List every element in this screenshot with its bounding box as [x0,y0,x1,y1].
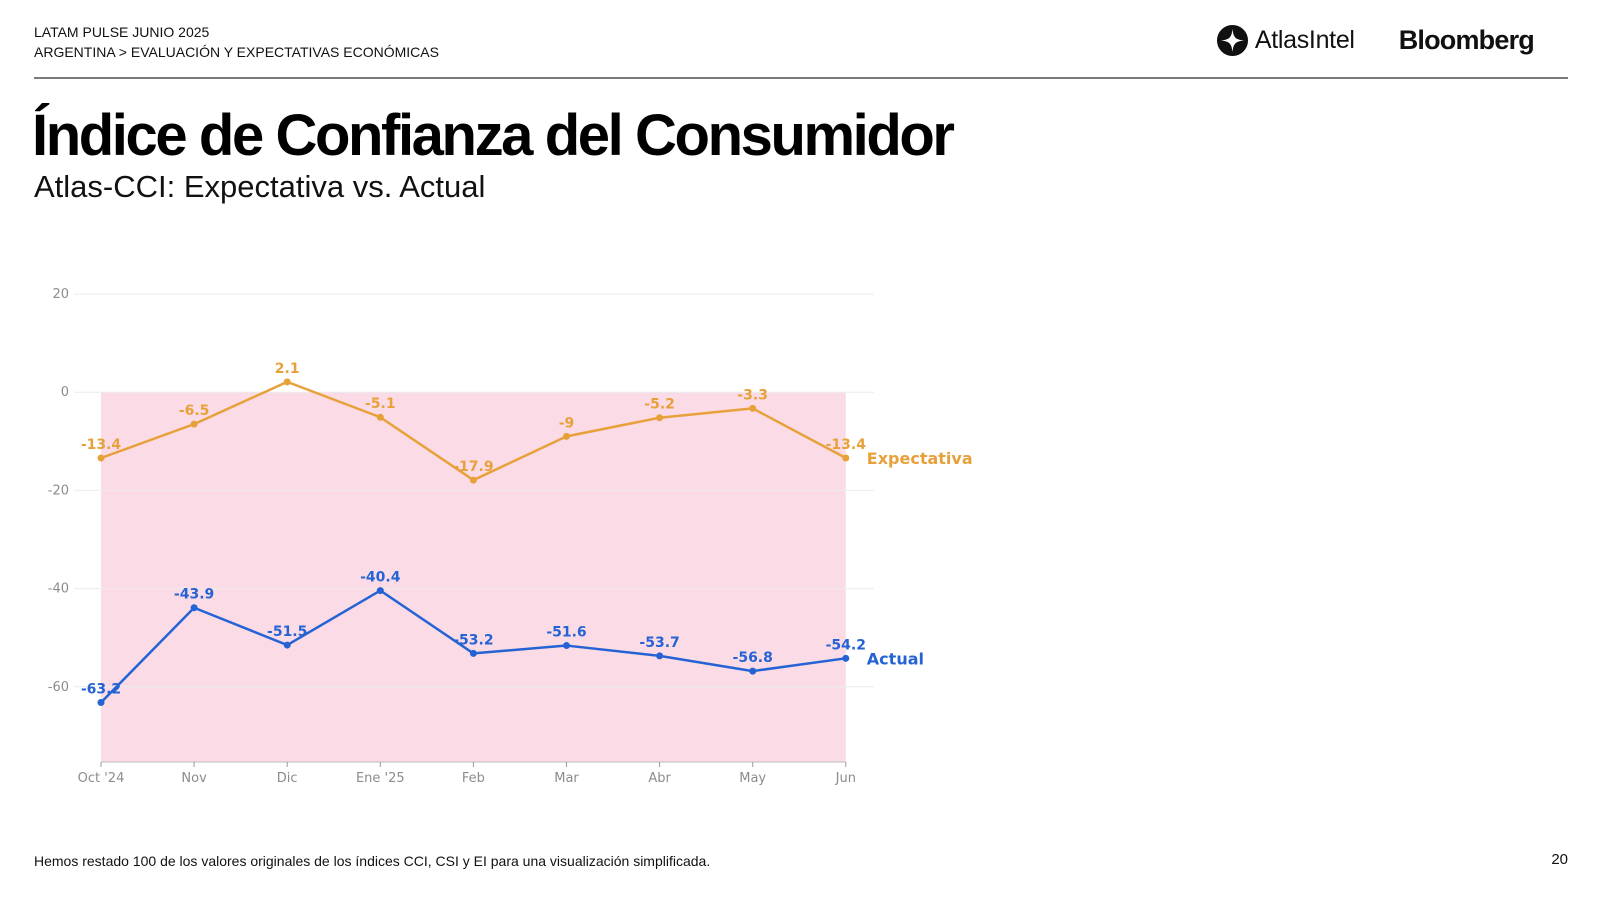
data-point [563,432,570,440]
header-breadcrumb: ARGENTINA > EVALUACIÓN Y EXPECTATIVAS EC… [34,44,439,60]
y-tick-label: 0 [61,385,69,400]
header-divider [34,77,1568,79]
data-point [563,642,570,650]
data-label: -43.9 [174,587,214,603]
y-tick-label: -60 [48,680,69,695]
data-label: -13.4 [81,437,122,453]
data-point [469,649,477,657]
data-label: -53.2 [453,632,493,648]
x-tick-label: Feb [462,771,485,786]
y-tick-label: -20 [48,483,69,498]
data-label: -51.6 [546,625,586,641]
x-tick-label: Abr [648,771,671,786]
data-point [190,420,198,428]
data-point [749,404,757,412]
data-label: -9 [559,415,575,431]
data-label: -40.4 [360,570,401,586]
data-point [842,654,850,662]
data-label: -53.7 [639,635,679,651]
x-tick-label: Mar [554,771,579,786]
atlasintel-logo: AtlasIntel [1216,24,1355,57]
data-label: -63.2 [81,682,121,698]
x-tick-label: Jun [835,771,856,786]
series-label-expectativa: Expectativa [867,449,973,468]
data-label: -5.2 [644,397,675,413]
page-number: 20 [1551,851,1568,868]
footnote: Hemos restado 100 de los valores origina… [34,853,711,869]
data-point [283,641,291,649]
data-point [749,667,757,675]
header-line-1: LATAM PULSE JUNIO 2025 [34,24,210,40]
data-label: -13.4 [826,437,867,453]
y-tick-label: 20 [52,287,69,302]
logos: AtlasIntel Bloomberg [1216,24,1535,57]
data-point [376,587,384,595]
data-point [97,454,105,462]
data-point [376,413,384,421]
data-label: -51.5 [267,624,307,640]
data-point [190,604,198,612]
y-tick-label: -40 [48,582,69,597]
page-subtitle: Atlas-CCI: Expectativa vs. Actual [34,169,486,204]
atlasintel-mark-icon [1216,24,1248,56]
header: LATAM PULSE JUNIO 2025 ARGENTINA > EVALU… [34,22,439,62]
data-point [842,454,850,462]
x-tick-label: Nov [181,771,207,786]
data-point [97,699,105,707]
page-title: Índice de Confianza del Consumidor [32,103,955,168]
data-label: -54.2 [826,637,866,653]
data-point [656,414,664,422]
data-label: -56.8 [733,650,773,666]
data-label: 2.1 [275,361,300,377]
atlasintel-logo-text: AtlasIntel [1254,25,1355,54]
data-point [469,476,477,484]
data-point [283,378,291,386]
x-tick-label: May [739,771,766,786]
data-label: -6.5 [179,403,210,419]
x-tick-label: Oct '24 [78,771,125,786]
data-label: -5.1 [365,396,396,412]
bloomberg-logo: Bloomberg [1398,24,1535,55]
shaded-region [101,392,846,762]
data-label: -17.9 [453,459,493,475]
data-point [656,652,664,660]
x-tick-label: Ene '25 [356,771,405,786]
line-chart: 20 0 -20 -40 -60 Oct '24 Nov Dic Ene '25 Feb Mar Ab… [48,287,973,786]
series-label-actual: Actual [867,649,924,668]
x-tick-label: Dic [277,771,298,786]
data-label: -3.3 [737,387,768,403]
